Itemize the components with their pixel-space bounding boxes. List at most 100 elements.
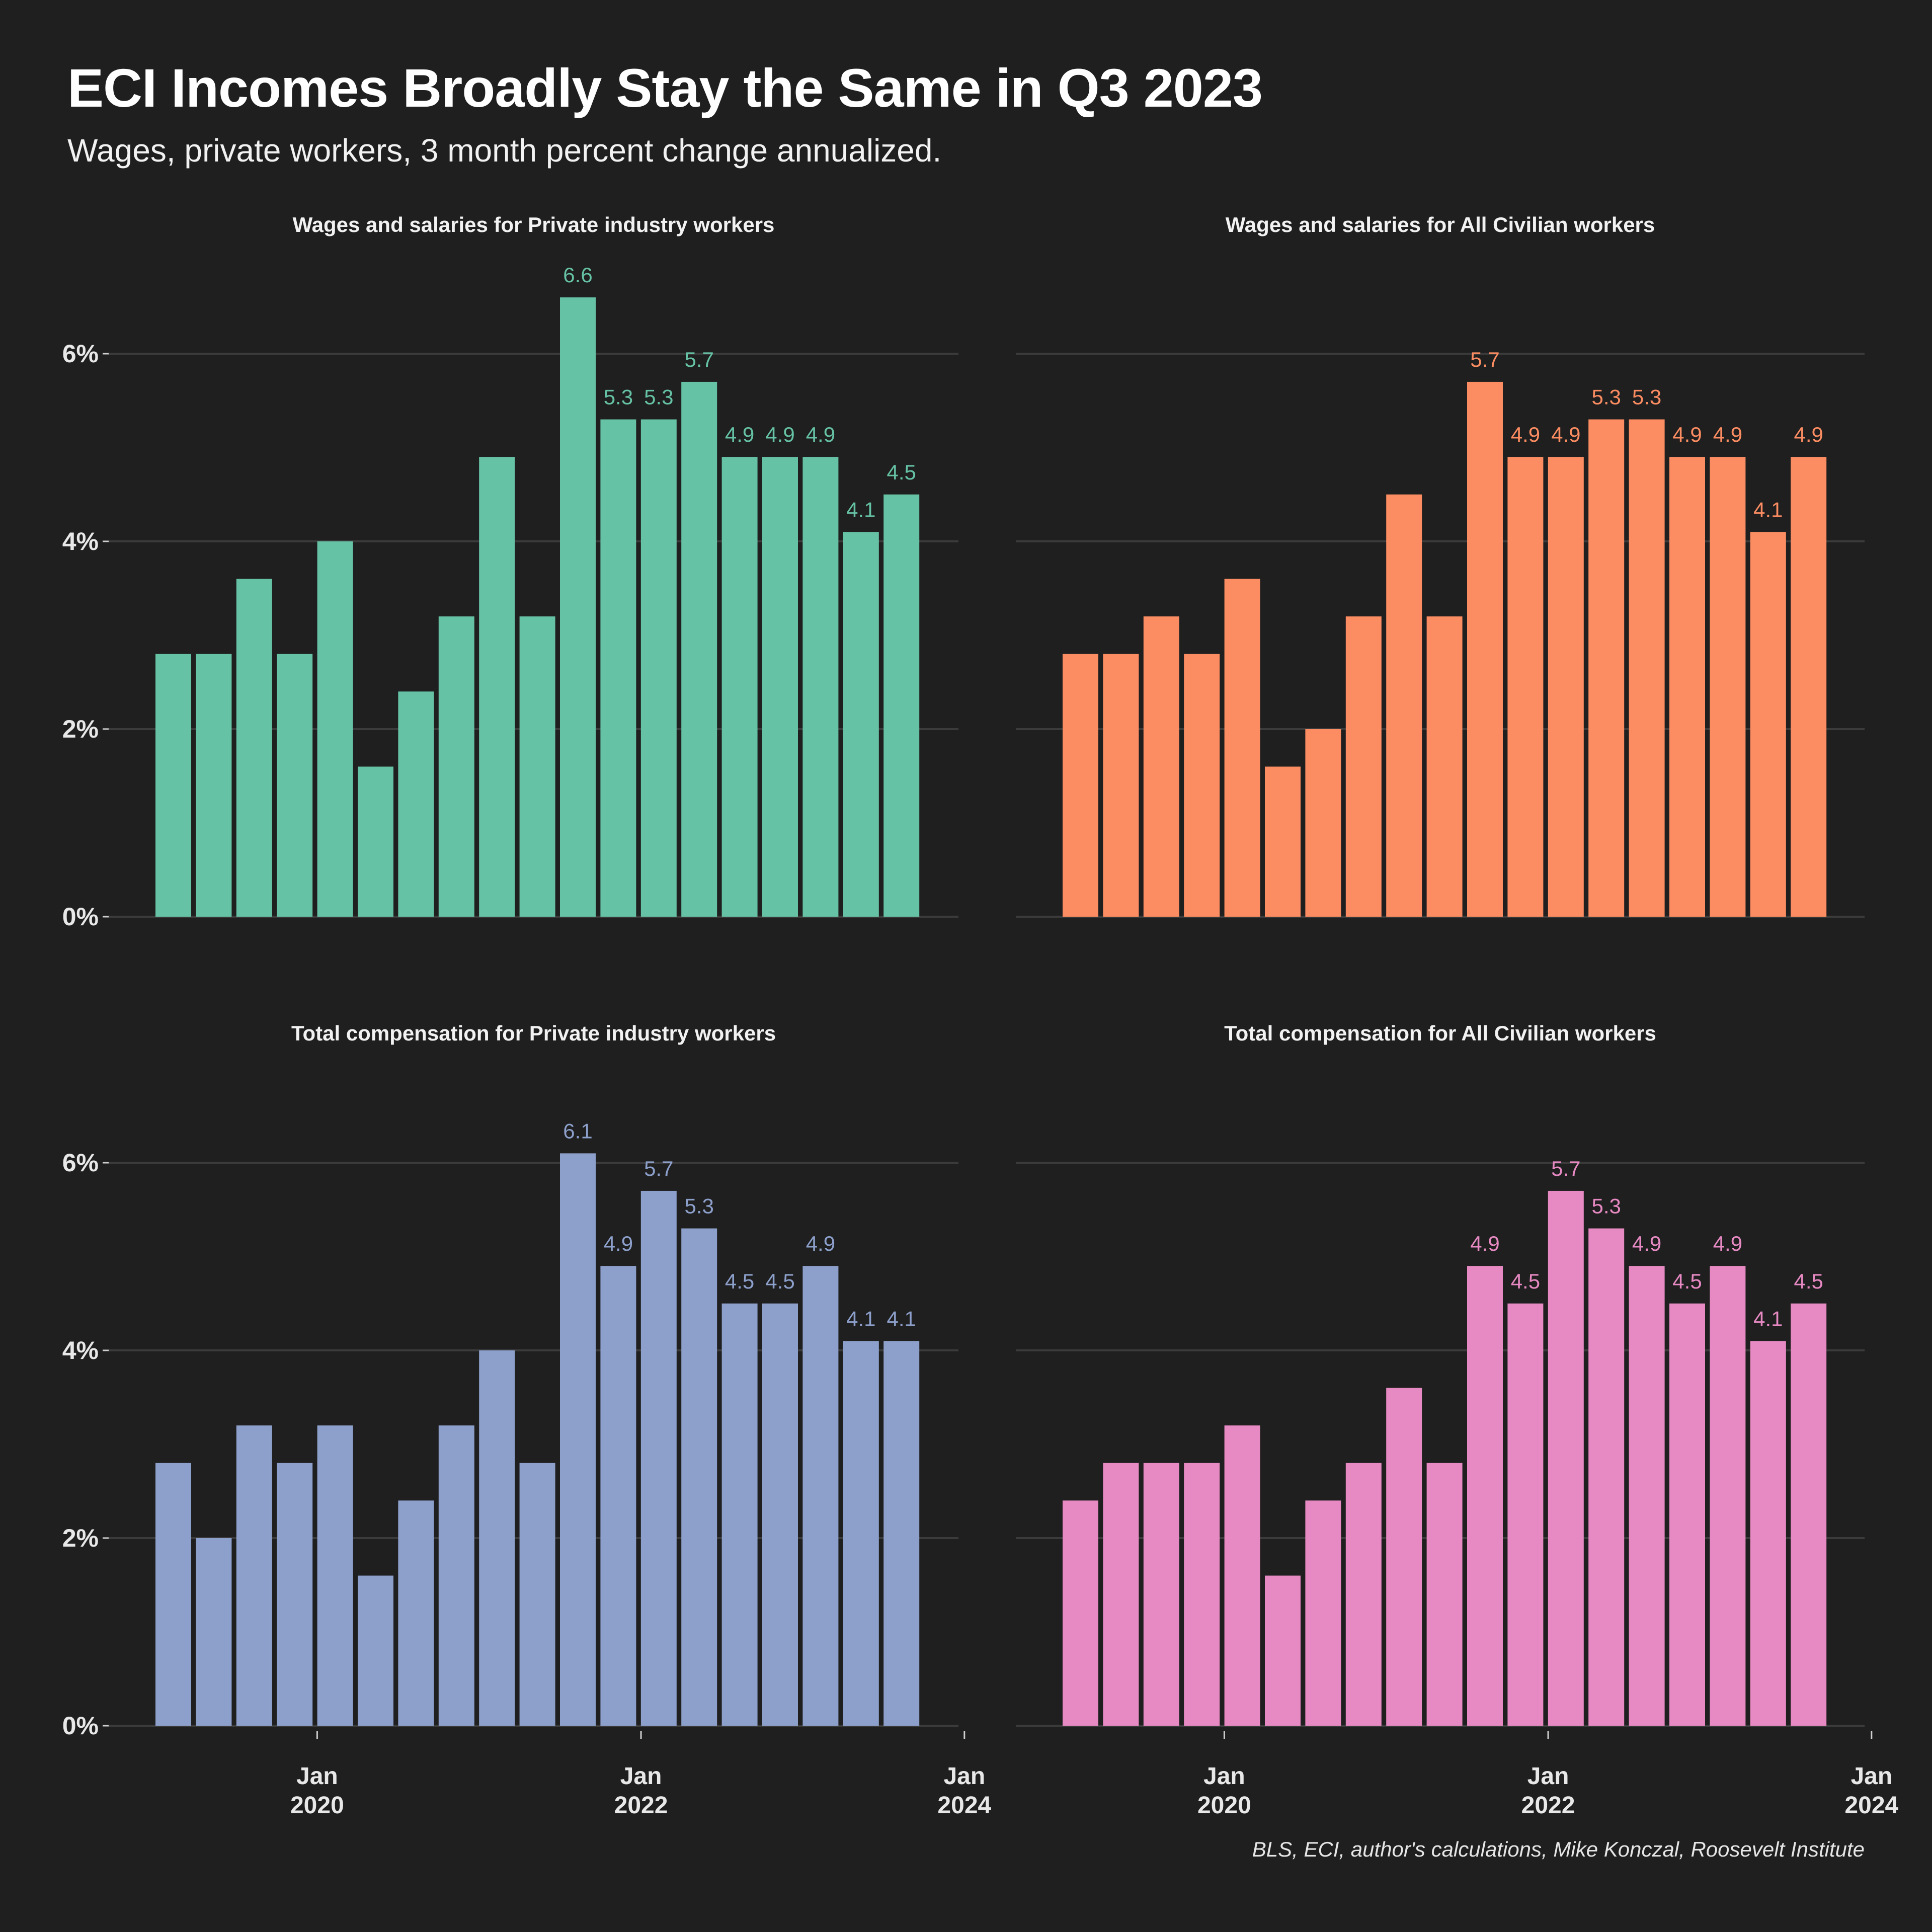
- bar-4-16: [1669, 1303, 1705, 1726]
- bar-3-4: [277, 1463, 313, 1726]
- bar-1-6: [358, 766, 393, 917]
- bar-4-3: [1143, 1463, 1179, 1726]
- bar-2-9: [1386, 494, 1422, 917]
- bar-2-14: [1588, 419, 1625, 917]
- bar-3-9: [479, 1350, 515, 1726]
- bar-3-17: [802, 1266, 839, 1726]
- x-tick-year-3-2: 2024: [937, 1792, 991, 1819]
- data-label-2-18: 4.1: [1753, 498, 1783, 521]
- data-label-3-19: 4.1: [887, 1307, 916, 1330]
- bar-4-19: [1791, 1303, 1827, 1726]
- data-label-2-19: 4.9: [1794, 423, 1823, 446]
- data-label-2-14: 5.3: [1592, 385, 1621, 409]
- source-caption: BLS, ECI, author's calculations, Mike Ko…: [1252, 1837, 1865, 1861]
- data-label-1-14: 5.7: [685, 348, 714, 371]
- y-tick-label-3-1: 2%: [62, 1524, 99, 1552]
- bar-2-8: [1345, 616, 1382, 917]
- bar-4-8: [1345, 1463, 1382, 1726]
- x-tick-month-3-1: Jan: [620, 1763, 662, 1790]
- bar-3-18: [843, 1341, 879, 1726]
- bar-1-5: [317, 541, 353, 917]
- bar-3-19: [883, 1341, 920, 1726]
- bar-1-12: [600, 419, 636, 917]
- bar-4-6: [1265, 1575, 1301, 1726]
- bar-3-6: [358, 1575, 393, 1726]
- bar-2-18: [1750, 532, 1786, 917]
- data-label-2-13: 4.9: [1551, 423, 1580, 446]
- bar-1-16: [762, 457, 798, 917]
- bar-4-12: [1507, 1303, 1544, 1726]
- bar-3-7: [398, 1500, 434, 1726]
- x-tick-month-4-1: Jan: [1527, 1763, 1569, 1790]
- data-label-1-17: 4.9: [806, 423, 835, 446]
- y-tick-label-1-2: 4%: [62, 527, 99, 555]
- x-tick-year-4-2: 2024: [1844, 1792, 1898, 1819]
- bar-4-9: [1386, 1388, 1422, 1726]
- bar-3-12: [600, 1266, 636, 1726]
- bar-1-8: [438, 616, 474, 917]
- bar-1-7: [398, 691, 434, 917]
- bar-3-16: [762, 1303, 798, 1726]
- bar-4-7: [1305, 1500, 1341, 1726]
- bar-2-15: [1629, 419, 1665, 917]
- y-tick-label-1-1: 2%: [62, 715, 99, 743]
- data-label-2-17: 4.9: [1713, 423, 1742, 446]
- bar-2-17: [1710, 457, 1746, 917]
- data-label-4-19: 4.5: [1794, 1269, 1823, 1293]
- bar-3-13: [640, 1190, 677, 1726]
- bar-3-8: [438, 1425, 474, 1726]
- data-label-3-18: 4.1: [846, 1307, 875, 1330]
- data-label-2-12: 4.9: [1511, 423, 1540, 446]
- data-label-1-15: 4.9: [725, 423, 754, 446]
- bar-3-3: [236, 1425, 272, 1726]
- y-tick-label-1-3: 6%: [62, 340, 99, 368]
- bar-1-14: [681, 381, 717, 917]
- bar-4-14: [1588, 1228, 1625, 1726]
- panel-title-3: Total compensation for Private industry …: [291, 1021, 776, 1045]
- bar-1-11: [560, 297, 596, 917]
- bar-3-14: [681, 1228, 717, 1726]
- data-label-2-11: 5.7: [1470, 348, 1499, 371]
- chart-subtitle: Wages, private workers, 3 month percent …: [67, 132, 942, 169]
- bar-2-11: [1467, 381, 1503, 917]
- data-label-3-17: 4.9: [806, 1232, 835, 1255]
- bar-3-1: [155, 1463, 191, 1726]
- x-tick-year-4-1: 2022: [1521, 1792, 1575, 1819]
- data-label-3-15: 4.5: [725, 1269, 754, 1293]
- x-tick-month-4-0: Jan: [1203, 1763, 1245, 1790]
- data-label-4-12: 4.5: [1511, 1269, 1540, 1293]
- bar-3-11: [560, 1153, 596, 1726]
- chart-title: ECI Incomes Broadly Stay the Same in Q3 …: [67, 57, 1263, 118]
- bar-3-2: [196, 1538, 232, 1726]
- bar-2-19: [1791, 457, 1827, 917]
- bar-1-3: [236, 579, 272, 917]
- data-label-4-13: 5.7: [1551, 1157, 1580, 1180]
- y-tick-label-1-0: 0%: [62, 903, 99, 931]
- bar-2-10: [1426, 616, 1463, 917]
- x-tick-year-3-1: 2022: [614, 1792, 668, 1819]
- bar-4-5: [1224, 1425, 1260, 1726]
- bar-1-17: [802, 457, 839, 917]
- bar-4-1: [1063, 1500, 1098, 1726]
- data-label-4-18: 4.1: [1753, 1307, 1783, 1330]
- data-label-4-14: 5.3: [1592, 1194, 1621, 1218]
- bar-2-4: [1184, 654, 1220, 917]
- bar-3-5: [317, 1425, 353, 1726]
- data-label-3-16: 4.5: [765, 1269, 794, 1293]
- y-tick-label-3-2: 4%: [62, 1336, 99, 1364]
- bar-4-17: [1710, 1266, 1746, 1726]
- x-tick-year-4-0: 2020: [1197, 1792, 1251, 1819]
- bar-2-1: [1063, 654, 1098, 917]
- bar-2-13: [1548, 457, 1584, 917]
- bar-3-10: [519, 1463, 555, 1726]
- bar-2-12: [1507, 457, 1544, 917]
- data-label-2-15: 5.3: [1632, 385, 1661, 409]
- data-label-3-12: 4.9: [604, 1232, 633, 1255]
- y-tick-label-3-0: 0%: [62, 1712, 99, 1740]
- bar-2-3: [1143, 616, 1179, 917]
- data-label-1-19: 4.5: [887, 460, 916, 484]
- panel-title-1: Wages and salaries for Private industry …: [293, 213, 775, 236]
- data-label-1-18: 4.1: [846, 498, 875, 521]
- data-label-4-17: 4.9: [1713, 1232, 1742, 1255]
